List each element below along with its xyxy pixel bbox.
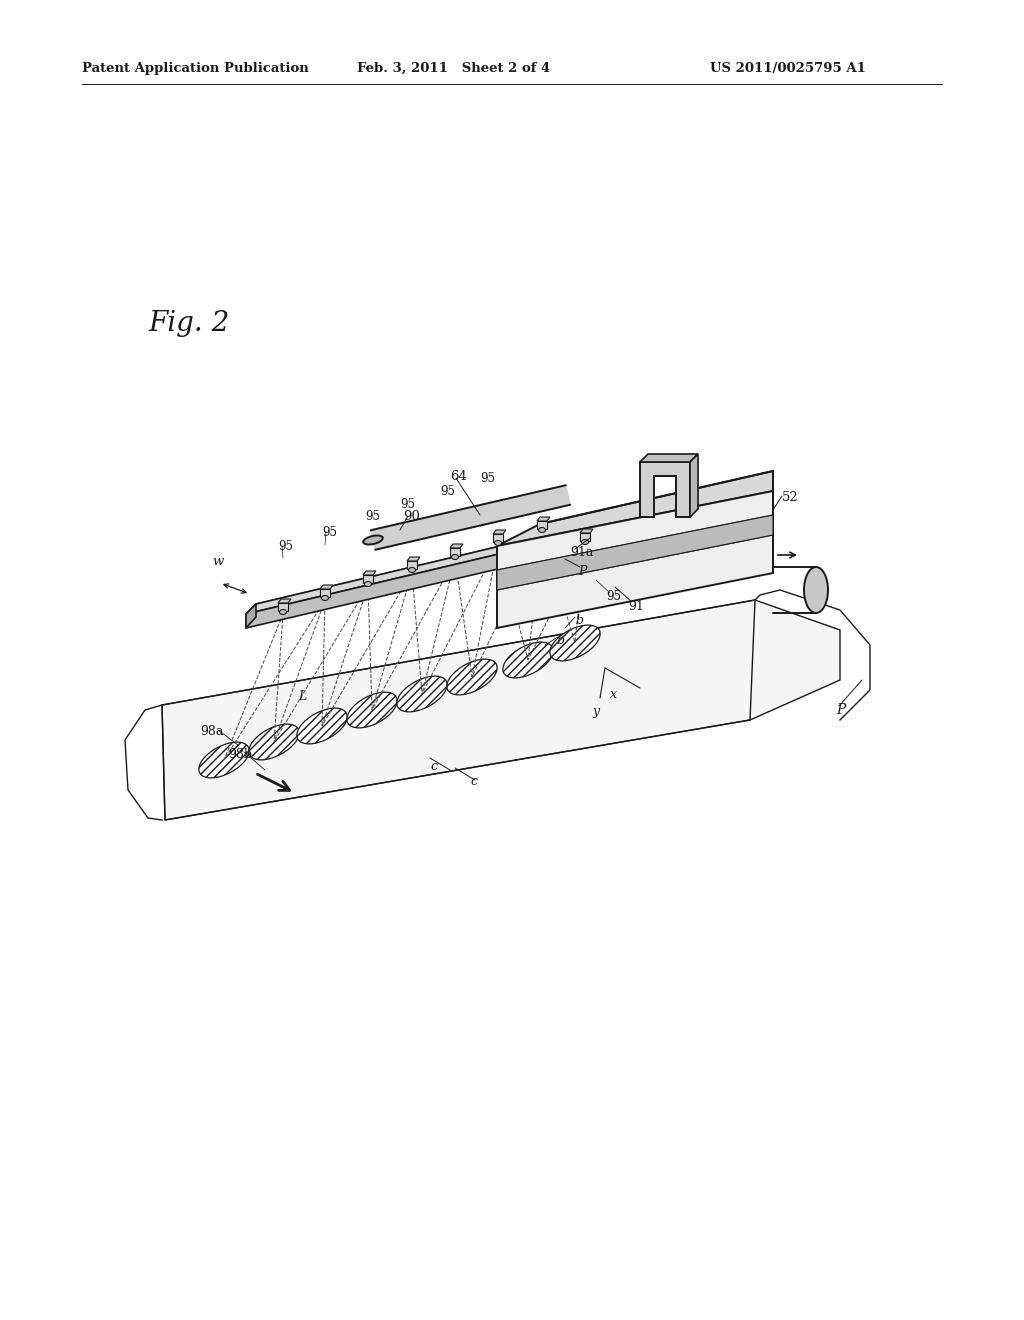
Polygon shape xyxy=(319,589,330,597)
Text: P: P xyxy=(578,565,587,578)
Text: Patent Application Publication: Patent Application Publication xyxy=(82,62,309,75)
Text: 64: 64 xyxy=(450,470,467,483)
Ellipse shape xyxy=(582,540,589,544)
Ellipse shape xyxy=(452,554,459,560)
Polygon shape xyxy=(640,462,690,517)
Polygon shape xyxy=(407,561,417,569)
Polygon shape xyxy=(690,454,698,517)
Text: b: b xyxy=(575,614,583,627)
Polygon shape xyxy=(278,603,288,611)
Polygon shape xyxy=(497,515,773,590)
Ellipse shape xyxy=(297,708,347,744)
Text: US 2011/0025795 A1: US 2011/0025795 A1 xyxy=(710,62,866,75)
Ellipse shape xyxy=(446,659,498,694)
Text: 95: 95 xyxy=(400,498,415,511)
Ellipse shape xyxy=(503,642,553,678)
Polygon shape xyxy=(362,576,373,583)
Ellipse shape xyxy=(409,568,416,573)
Text: 91a: 91a xyxy=(570,546,593,558)
Polygon shape xyxy=(537,521,547,529)
Polygon shape xyxy=(407,557,420,561)
Text: b: b xyxy=(556,634,564,647)
Polygon shape xyxy=(640,454,698,462)
Polygon shape xyxy=(450,544,463,548)
Polygon shape xyxy=(362,572,376,576)
Polygon shape xyxy=(246,531,600,628)
Ellipse shape xyxy=(347,692,397,727)
Polygon shape xyxy=(278,599,291,603)
Text: w: w xyxy=(212,554,223,568)
Text: 95: 95 xyxy=(365,510,380,523)
Text: x: x xyxy=(610,688,617,701)
Ellipse shape xyxy=(249,725,299,760)
Polygon shape xyxy=(319,585,333,589)
Text: c: c xyxy=(470,775,477,788)
Polygon shape xyxy=(580,533,590,541)
Polygon shape xyxy=(493,531,506,535)
Text: L: L xyxy=(298,690,306,704)
Text: 95: 95 xyxy=(322,525,337,539)
Ellipse shape xyxy=(539,528,546,532)
Polygon shape xyxy=(246,605,256,628)
Text: c: c xyxy=(430,760,437,774)
Polygon shape xyxy=(450,548,460,556)
Text: Feb. 3, 2011   Sheet 2 of 4: Feb. 3, 2011 Sheet 2 of 4 xyxy=(357,62,550,75)
Text: 52: 52 xyxy=(782,491,799,504)
Polygon shape xyxy=(256,520,610,616)
Ellipse shape xyxy=(495,540,502,545)
Polygon shape xyxy=(497,471,773,546)
Text: 91: 91 xyxy=(628,601,644,612)
Ellipse shape xyxy=(322,595,329,601)
Ellipse shape xyxy=(199,742,249,777)
Text: 90: 90 xyxy=(403,510,420,523)
Text: 98b: 98b xyxy=(228,748,252,762)
Ellipse shape xyxy=(280,610,287,615)
Polygon shape xyxy=(497,491,773,628)
Polygon shape xyxy=(162,601,840,820)
Ellipse shape xyxy=(365,582,372,586)
Text: y: y xyxy=(592,705,599,718)
Text: 95: 95 xyxy=(278,540,293,553)
Polygon shape xyxy=(537,517,550,521)
Polygon shape xyxy=(580,529,593,533)
Polygon shape xyxy=(246,520,610,614)
Ellipse shape xyxy=(550,626,600,661)
Text: Fig. 2: Fig. 2 xyxy=(148,310,229,337)
Ellipse shape xyxy=(804,568,828,612)
Text: 95: 95 xyxy=(480,473,495,484)
Ellipse shape xyxy=(397,676,447,711)
Text: 95: 95 xyxy=(606,590,621,603)
Polygon shape xyxy=(371,486,570,549)
Text: 95: 95 xyxy=(440,484,455,498)
Polygon shape xyxy=(493,535,503,543)
Ellipse shape xyxy=(364,536,383,544)
Text: P: P xyxy=(836,704,846,717)
Text: 98a: 98a xyxy=(200,725,223,738)
